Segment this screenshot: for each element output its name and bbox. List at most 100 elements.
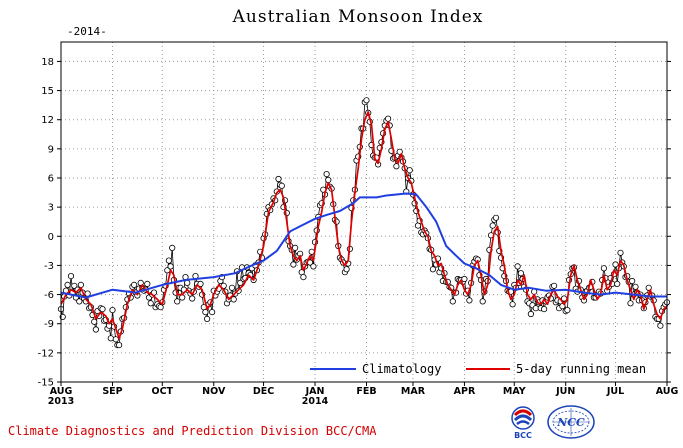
y-tick-label: -9	[44, 319, 54, 330]
chart-subtitle: -2014-	[67, 25, 107, 38]
x-tick-label: SEP	[102, 386, 122, 397]
data-point-daily	[461, 275, 468, 283]
data-point-daily	[617, 249, 624, 256]
x-tick-label: JUL	[606, 386, 624, 397]
y-tick-label: 6	[48, 174, 54, 185]
data-point-daily	[278, 182, 285, 189]
data-point-daily	[179, 294, 186, 301]
data-point-daily	[657, 322, 664, 329]
data-point-daily	[509, 301, 516, 308]
legend: Climatology 5-day running mean	[310, 362, 646, 376]
x-tick-label: APR	[454, 386, 476, 397]
y-tick-label: 15	[41, 86, 54, 97]
x-tick-label: JAN	[305, 386, 325, 397]
data-point-daily	[131, 281, 138, 288]
data-point-daily	[540, 305, 548, 313]
y-tick-label: 9	[48, 144, 54, 155]
x-tick-label: MAY	[503, 386, 526, 397]
series-line-running-mean	[60, 111, 668, 340]
grid	[61, 42, 667, 382]
x-tick-label-year: 2014	[302, 396, 329, 407]
data-point-daily	[384, 115, 392, 122]
data-point-daily	[74, 286, 81, 293]
data-point-daily	[167, 263, 174, 270]
data-point-daily	[92, 326, 100, 333]
y-tick-label: 0	[48, 232, 54, 243]
data-point-daily	[107, 335, 114, 342]
data-point-daily	[169, 244, 176, 251]
data-point-daily	[230, 296, 237, 303]
legend-label-1: 5-day running mean	[516, 362, 646, 376]
data-point-daily	[492, 214, 500, 221]
data-point-daily	[237, 279, 244, 286]
data-point-daily	[165, 257, 172, 264]
y-tick-label: 12	[41, 115, 54, 126]
data-point-daily	[109, 306, 116, 314]
footer-division-text: Climate Diagnostics and Prediction Divis…	[8, 424, 377, 438]
plot-frame	[60, 41, 668, 383]
ncc-logo-label: NCC	[556, 416, 585, 429]
series-line-climatology	[60, 192, 667, 299]
data-point-daily	[479, 298, 486, 305]
data-point-daily	[550, 282, 558, 289]
data-point-daily	[614, 280, 621, 287]
data-point-daily	[612, 261, 619, 268]
data-point-daily	[429, 266, 436, 273]
data-point-daily	[197, 280, 204, 287]
data-point-daily	[489, 222, 496, 229]
bcc-logo-label: BCC	[514, 431, 532, 440]
data-point-daily	[99, 305, 106, 313]
data-point-daily	[144, 280, 151, 287]
data-point-daily	[204, 315, 211, 322]
data-point-daily	[527, 310, 535, 318]
data-point-daily	[406, 167, 413, 174]
y-tick-label: 18	[41, 57, 54, 68]
data-point-daily	[290, 261, 297, 268]
data-point-daily	[564, 306, 571, 314]
y-tick-label: -12	[38, 348, 54, 359]
data-point-daily	[532, 305, 539, 312]
x-tick-label: DEC	[253, 386, 274, 397]
x-tick-label: OCT	[152, 386, 174, 397]
data-point-daily	[228, 284, 236, 291]
data-point-daily	[343, 266, 350, 273]
data-point-daily	[71, 282, 78, 289]
data-point-daily	[147, 300, 154, 307]
y-tick-label: 3	[48, 203, 54, 214]
x-tick-label: AUG	[50, 386, 73, 397]
data-point-daily	[76, 298, 83, 305]
chart-title: Australian Monsoon Index	[232, 7, 484, 27]
data-point-daily	[323, 171, 330, 178]
y-axis: -15 -12 -9 -6 -3 0 3 6 9 12 15 18	[38, 57, 671, 389]
x-tick-label: MAR	[401, 386, 426, 397]
data-point-daily	[632, 283, 639, 290]
data-point-daily	[202, 308, 209, 316]
x-tick-label: AUG	[656, 386, 679, 397]
y-tick-label: -15	[38, 378, 54, 389]
data-point-daily	[627, 300, 634, 307]
series-line-daily	[60, 99, 668, 346]
data-point-daily	[116, 341, 123, 349]
data-point-daily	[91, 318, 98, 325]
x-tick-label: NOV	[202, 386, 226, 397]
x-tick-label-year: 2013	[48, 396, 74, 407]
series-group	[57, 97, 671, 349]
x-tick-label: FEB	[356, 386, 376, 397]
data-point-daily	[67, 272, 75, 280]
data-point-daily	[449, 298, 456, 305]
data-point-daily	[393, 163, 400, 170]
data-point-daily	[64, 281, 71, 288]
y-tick-label: -6	[44, 290, 54, 301]
data-point-daily	[209, 308, 216, 316]
y-tick-label: -3	[44, 261, 54, 272]
ncc-logo-icon: NCC	[547, 405, 595, 439]
data-point-daily	[466, 297, 473, 304]
data-point-daily	[291, 244, 299, 251]
data-point-daily	[310, 263, 317, 270]
data-point-daily	[325, 176, 332, 183]
data-point-daily	[220, 282, 227, 289]
data-point-daily	[363, 97, 370, 104]
bcc-logo-icon: BCC	[511, 406, 535, 440]
